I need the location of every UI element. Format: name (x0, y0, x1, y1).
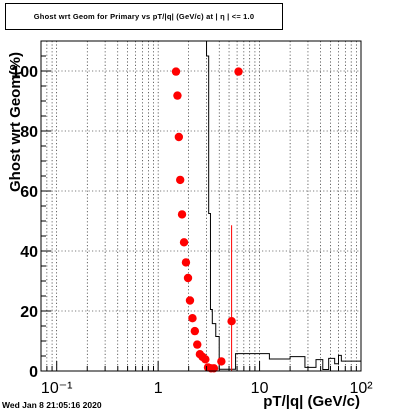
plot-frame (40, 40, 362, 372)
x-tick-label: 1 (154, 380, 163, 397)
histogram-outline (41, 40, 362, 371)
y-tick-label: 40 (20, 244, 38, 261)
x-axis-label: pT/|q| (GeV/c) (263, 393, 360, 410)
y-tick-label: 60 (20, 184, 38, 201)
histogram (41, 40, 362, 371)
data-point (185, 296, 195, 305)
timestamp: Wed Jan 8 21:05:16 2020 (2, 400, 102, 410)
data-point (190, 326, 200, 336)
data-point (193, 340, 202, 349)
y-tick-label: 80 (20, 124, 38, 141)
title-box: Ghost wrt Geom for Primary vs pT/|q| (Ge… (5, 3, 283, 30)
data-point (173, 91, 182, 100)
data-point (209, 364, 219, 373)
y-tick-label: 100 (11, 64, 38, 81)
y-tick-label: 0 (29, 364, 38, 381)
data-point (227, 317, 236, 326)
x-tick-label: 10⁻¹ (41, 380, 73, 397)
grid (41, 41, 361, 371)
axes: 10⁻¹ 1 10 10² 0 20 40 60 80 100 (11, 40, 373, 397)
data-point (171, 67, 181, 76)
data-point (183, 273, 193, 283)
y-axis-label: Ghost wrt Geom(%) (7, 52, 24, 192)
data-point (201, 355, 210, 364)
data-point (177, 210, 187, 219)
x-tick-label: 10² (349, 380, 373, 397)
data-point (181, 258, 191, 267)
y-tick-label: 20 (20, 304, 38, 321)
data-point (188, 314, 197, 323)
x-tick-label: 10 (251, 380, 269, 397)
data-point (174, 132, 184, 142)
data-point (176, 175, 185, 185)
markers (171, 67, 243, 373)
chart-title: Ghost wrt Geom for Primary vs pT/|q| (Ge… (33, 12, 255, 21)
data-point (234, 67, 243, 76)
data-point (217, 357, 226, 366)
data-point (179, 238, 189, 247)
